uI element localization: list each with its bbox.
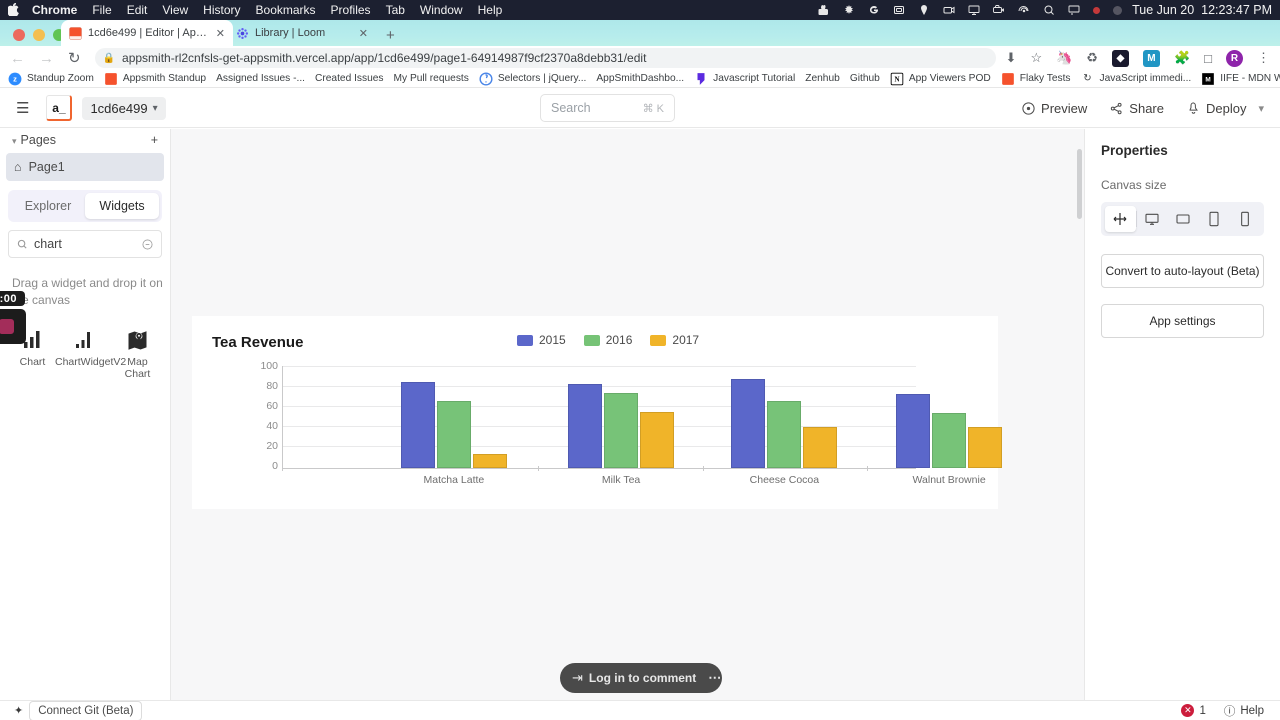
svg-text:M: M [1206, 76, 1211, 83]
svg-text:N: N [894, 75, 899, 83]
svg-text:z: z [13, 74, 17, 83]
